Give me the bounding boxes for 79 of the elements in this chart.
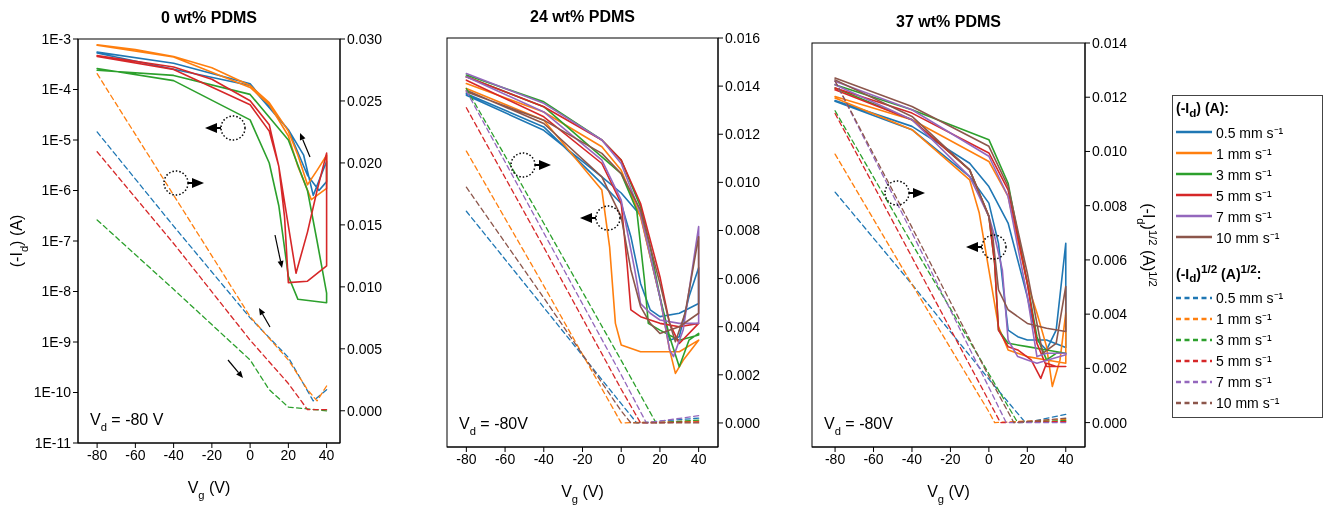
x-tick-label: -20 [201,446,223,463]
y2-tick-label: 0.010 [347,278,383,295]
line-series [96,219,328,412]
legend-label: 1 mm s⁻¹ [1216,144,1272,163]
y-tick-label: 1E-3 [41,30,72,47]
y2-tick-label: 0.020 [347,154,383,171]
legend-label: 3 mm s⁻¹ [1216,165,1272,184]
y2-tick-label: 0.002 [1092,360,1128,377]
x-tick-label: 20 [652,450,668,467]
x-tick-label: -80 [456,450,477,467]
y2-tick-label: 0.010 [1092,143,1128,160]
y2-tick-label: 0.004 [725,318,761,335]
x-tick-label: -40 [533,450,555,467]
x-axis-title: V$_{g}$ (V) [561,483,604,505]
y-tick-label: 1E-11 [34,434,72,451]
x-tick-label: 0 [617,450,626,467]
chart-title: 24 wt% PDMS [530,8,636,25]
legend-label: 7 mm s⁻¹ [1216,207,1272,226]
y2-tick-label: 0.014 [1092,34,1128,51]
legend-label: 10 mm s⁻¹ [1216,228,1280,247]
text: (-I$_{d}$)$^{1/2}$ (A)$^{1/2}$: [1176,261,1263,285]
y-tick-label: 1E-6 [41,182,72,199]
y2-tick-label: 0.030 [347,30,383,47]
x-tick-label: 40 [690,450,707,467]
chart-title: 37 wt% PDMS [896,13,1002,30]
y2-tick-label: 0.008 [725,222,761,239]
x-axis-title: V$_{g}$ (V) [927,483,970,505]
y2-tick-label: 0.012 [725,126,761,143]
x-tick-label: -60 [125,446,146,463]
y2-tick-label: 0.014 [725,78,761,95]
y-tick-label: 1E-8 [41,283,72,300]
legend-label: 5 mm s⁻¹ [1216,186,1272,205]
y-tick-label: 1E-5 [41,131,72,148]
y2-tick-label: 0.006 [725,270,761,287]
legend-label: 0.5 mm s⁻¹ [1216,289,1284,308]
chart-title: 0 wt% PDMS [160,9,258,26]
x-tick-label: -60 [863,450,884,467]
annotation: V$_{d}$ = -80V [824,415,894,437]
y2-tick-label: 0.012 [1092,89,1128,106]
y2-tick-label: 0.008 [1092,197,1128,214]
x-tick-label: -20 [940,450,961,467]
x-tick-label: -40 [163,446,184,463]
x-axis-title: V$_{g}$ (V) [187,479,231,501]
legend-label: 5 mm s⁻¹ [1216,352,1272,371]
x-tick-label: 0 [984,450,993,467]
legend-label: 1 mm s⁻¹ [1216,310,1272,329]
y2-tick-label: 0.000 [725,414,761,431]
y2-tick-label: 0.010 [725,174,761,191]
legend-title: (-I$_{d}$) (A): [1176,100,1230,119]
y2-tick-label: 0.025 [347,92,383,109]
x-tick-label: 40 [1057,450,1074,467]
y-tick-label: 1E-7 [41,232,72,249]
legend-label: 3 mm s⁻¹ [1216,331,1272,350]
y2-tick-label: 0.016 [725,29,761,46]
y2-tick-label: 0.006 [1092,251,1128,268]
line-series [96,73,328,402]
x-tick-label: -80 [87,446,108,463]
x-tick-label: -40 [901,450,923,467]
legend-label: 7 mm s⁻¹ [1216,373,1272,392]
y2-tick-label: 0.000 [1092,414,1128,431]
x-tick-label: 0 [246,446,255,463]
y-tick-label: 1E-10 [33,384,72,401]
y2-tick-label: 0.005 [347,340,383,357]
y2-tick-label: 0.004 [1092,306,1128,323]
x-tick-label: -80 [824,450,846,467]
y-tick-label: 1E-9 [41,333,72,350]
x-tick-label: 20 [280,446,297,463]
annotation: V$_{d}$ = -80 V [90,411,164,433]
x-tick-label: -60 [494,450,516,467]
legend-label: 0.5 mm s⁻¹ [1216,123,1284,142]
y2-tick-label: 0.002 [725,366,761,383]
y2-tick-label: 0.000 [347,402,383,419]
x-tick-label: -20 [572,450,593,467]
y-tick-label: 1E-4 [41,81,72,98]
legend-label: 10 mm s⁻¹ [1216,394,1280,413]
x-tick-label: 40 [318,446,335,463]
y2-tick-label: 0.015 [347,216,383,233]
annotation: V$_{d}$ = -80V [459,415,529,437]
x-tick-label: 20 [1019,450,1036,467]
